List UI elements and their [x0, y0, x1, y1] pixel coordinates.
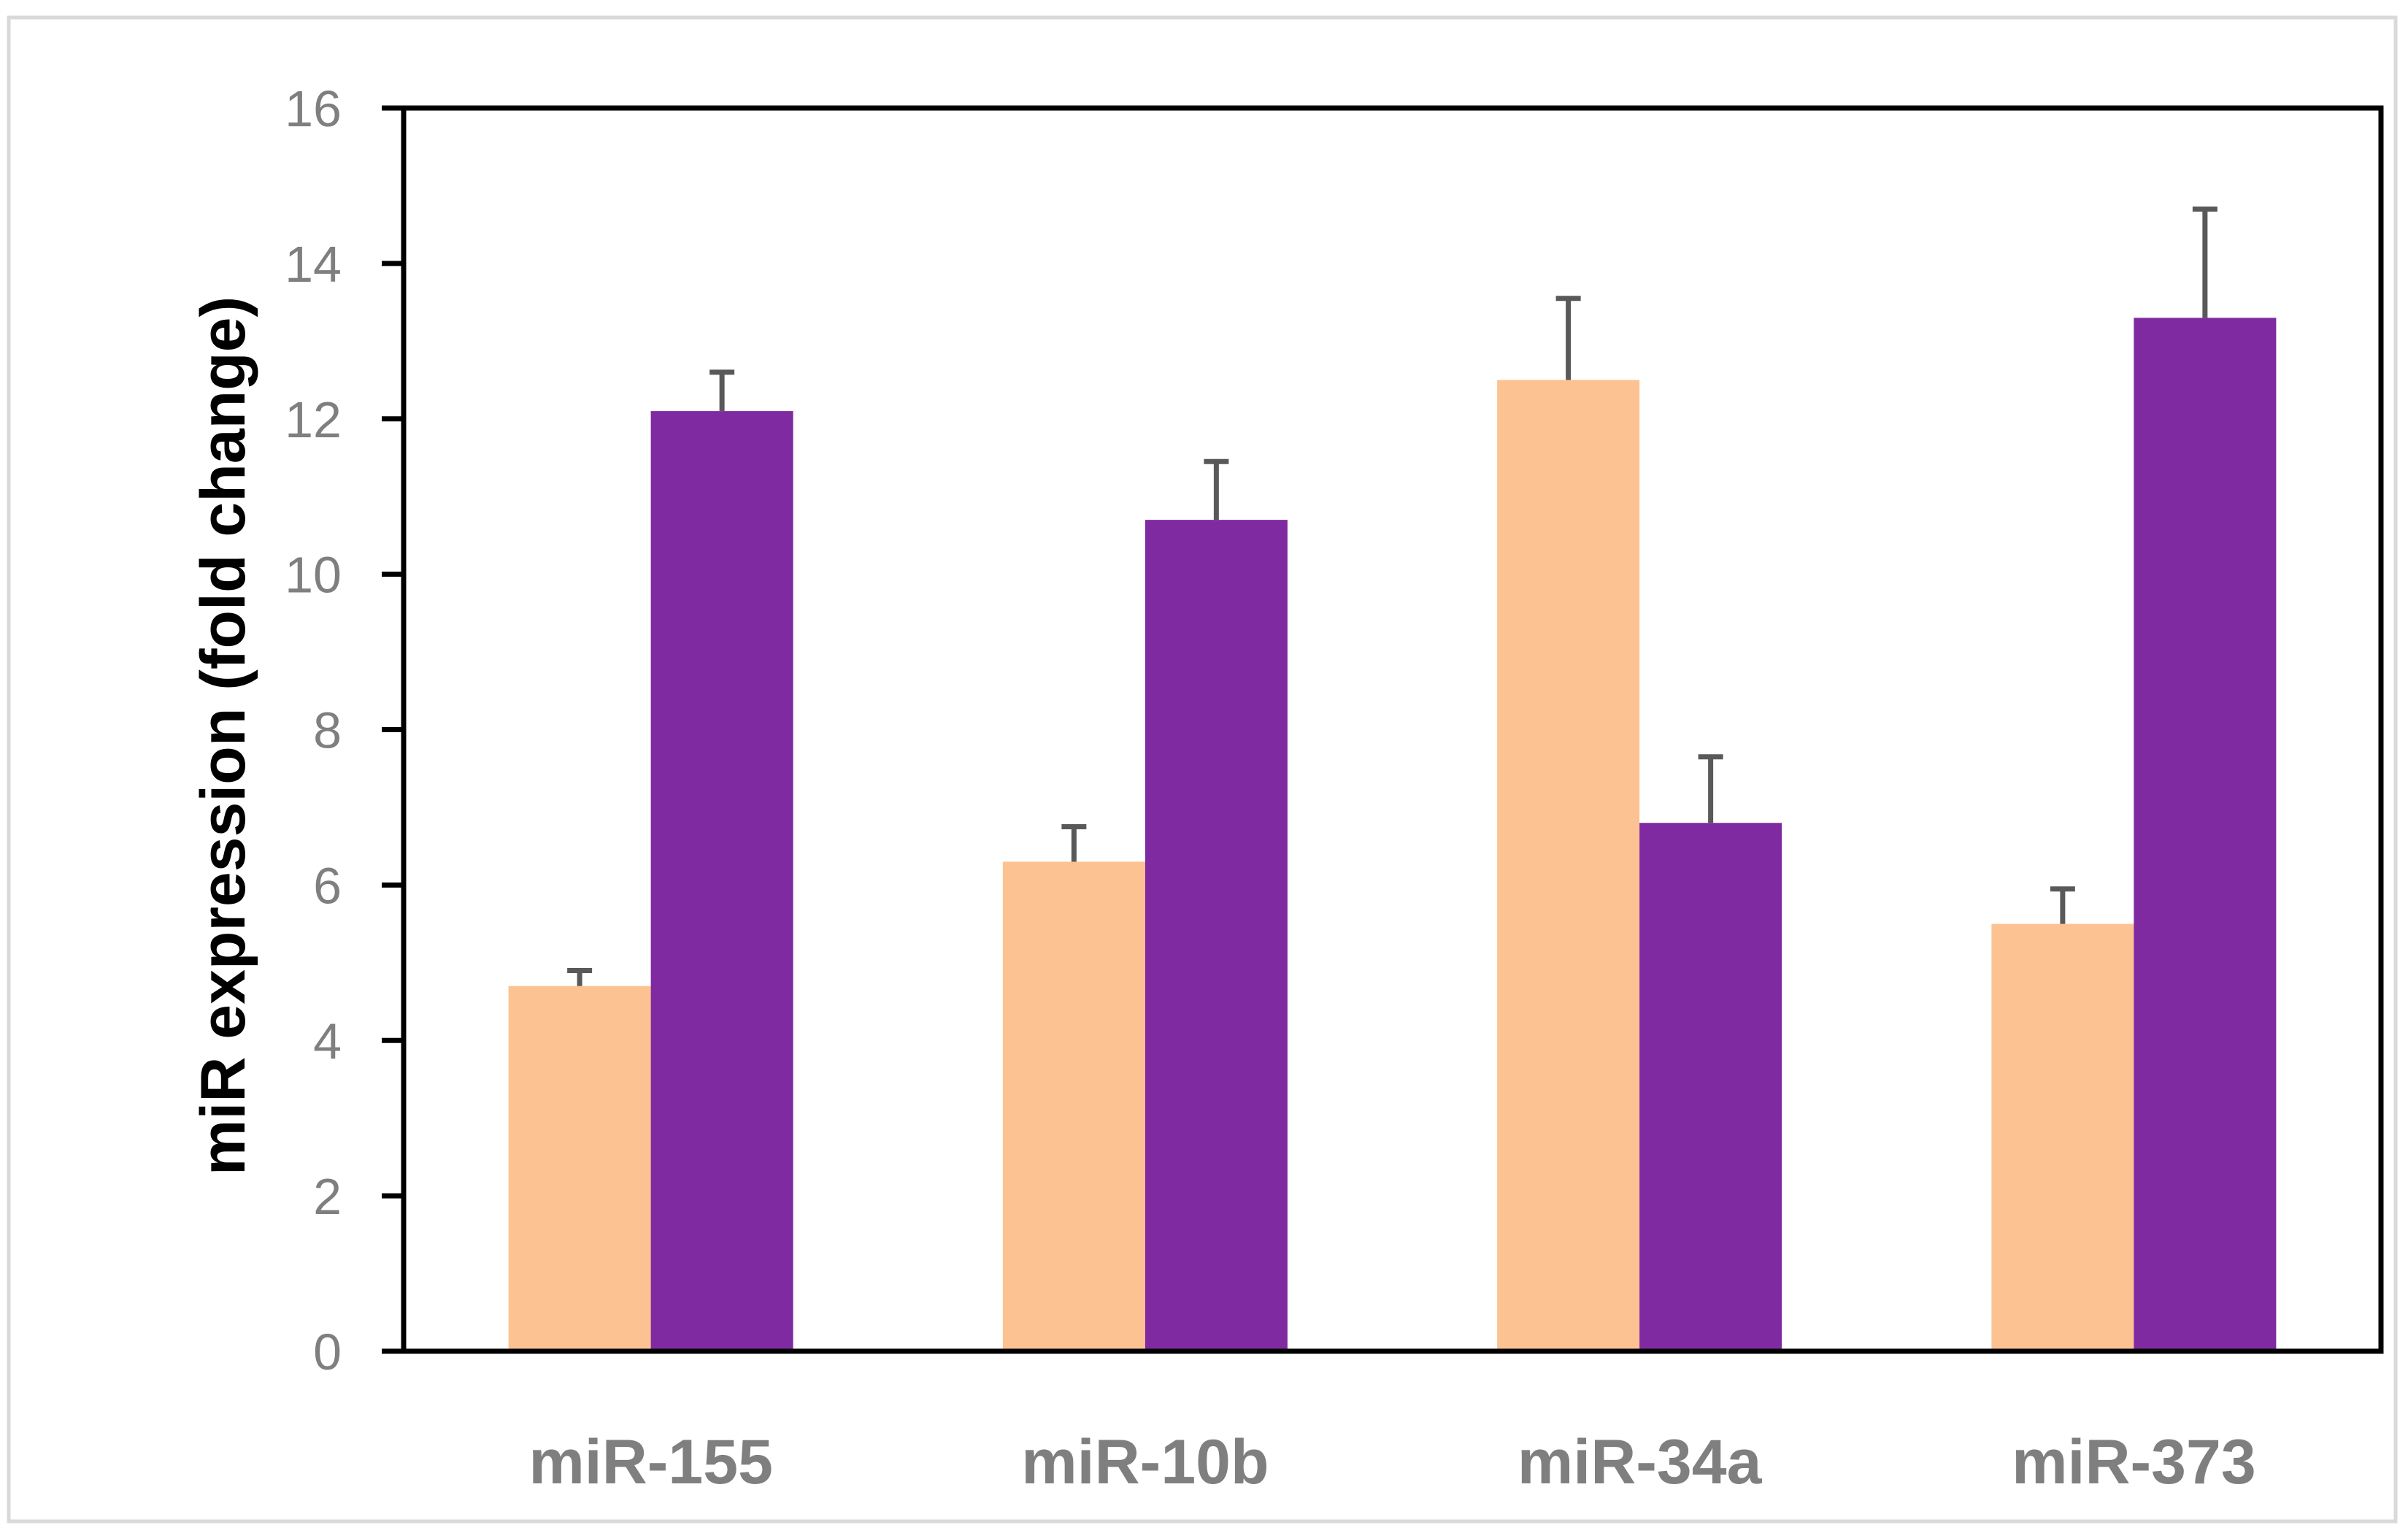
- error-bar-miR-373-series-1: [2050, 886, 2075, 924]
- bars-layer: [508, 318, 2277, 1352]
- bar-miR-373-series-2: [2134, 318, 2277, 1352]
- x-category-label: miR-155: [528, 1427, 773, 1497]
- error-bar-miR-34a-series-1: [1555, 296, 1581, 380]
- y-tick-label: 4: [313, 1013, 342, 1069]
- y-ticks-layer: 0 2 4 6 8 10 12 14 16: [285, 80, 404, 1380]
- error-bar-miR-10b-series-2: [1204, 458, 1229, 520]
- y-tick-label: 2: [313, 1168, 342, 1225]
- bar-miR-10b-series-1: [1002, 861, 1145, 1351]
- y-tick-label: 8: [313, 702, 342, 759]
- error-bar-miR-34a-series-2: [1698, 754, 1723, 823]
- y-tick-label: 14: [285, 236, 342, 293]
- y-tick-label: 16: [285, 80, 342, 137]
- error-bar-miR-155-series-2: [709, 369, 735, 412]
- x-category-label: miR-10b: [1021, 1427, 1269, 1497]
- y-axis-title: miR expression (fold change): [188, 296, 258, 1175]
- bar-miR-10b-series-2: [1145, 520, 1288, 1351]
- error-bar-miR-155-series-1: [567, 967, 593, 986]
- bar-miR-155-series-2: [650, 411, 793, 1352]
- x-category-label: miR-34a: [1517, 1427, 1763, 1497]
- y-tick-label: 10: [285, 547, 342, 604]
- bar-miR-34a-series-1: [1497, 380, 1640, 1351]
- y-tick-label: 12: [285, 391, 342, 448]
- y-tick-label: 0: [313, 1323, 342, 1380]
- error-bar-miR-10b-series-1: [1061, 824, 1087, 862]
- bar-miR-34a-series-2: [1639, 823, 1782, 1351]
- error-bar-miR-373-series-2: [2192, 206, 2217, 318]
- error-bars-layer: [567, 206, 2217, 986]
- y-tick-label: 6: [313, 857, 342, 914]
- bar-miR-155-series-1: [508, 986, 651, 1351]
- bar-miR-373-series-1: [1991, 923, 2134, 1351]
- x-category-label: miR-373: [2012, 1427, 2256, 1497]
- category-labels-layer: miR-155 miR-10b miR-34a miR-373: [528, 1427, 2255, 1497]
